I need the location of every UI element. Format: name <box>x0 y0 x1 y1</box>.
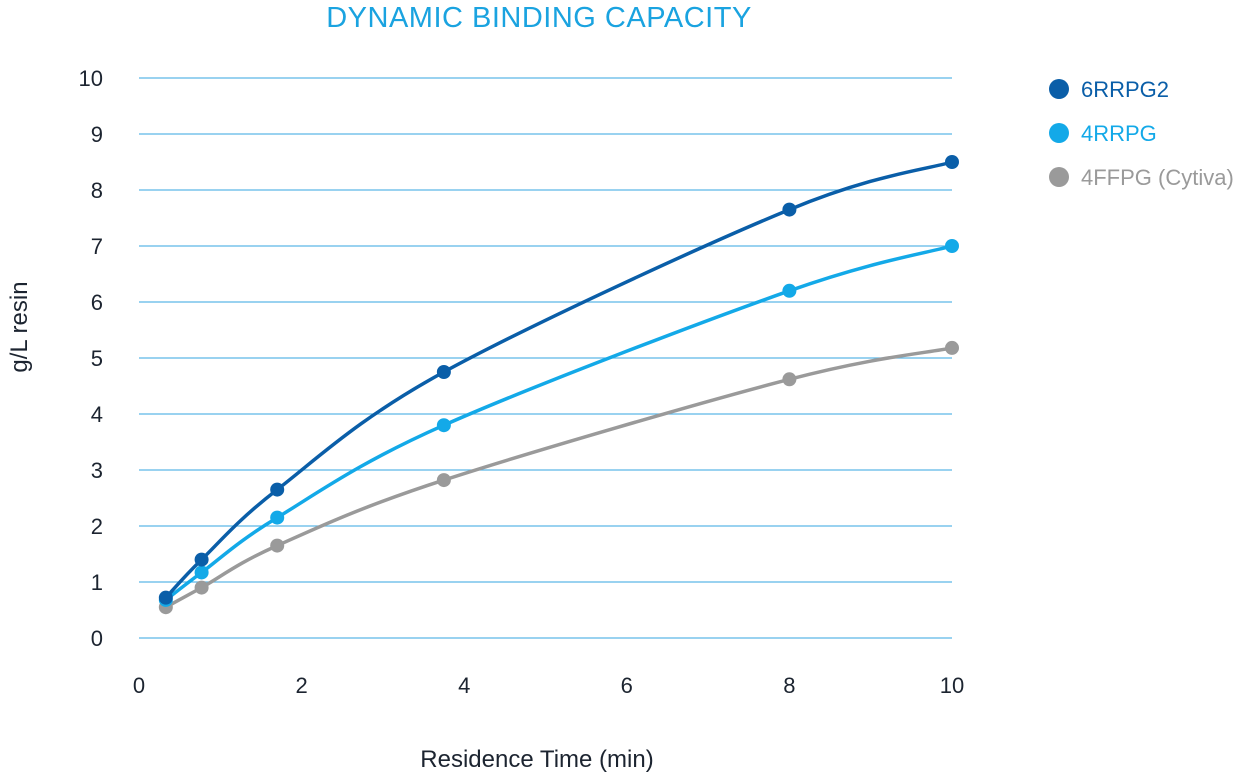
y-tick-label-2: 2 <box>91 514 103 539</box>
x-axis-ticks: 0 2 4 6 8 10 <box>133 673 964 698</box>
x-tick-label-8: 8 <box>783 673 795 698</box>
legend-item-6rrpg2: 6RRPG2 <box>1049 77 1169 102</box>
point-6rrpg2-1 <box>194 552 209 567</box>
y-tick-label-10: 10 <box>79 66 103 91</box>
y-tick-label-8: 8 <box>91 178 103 203</box>
x-tick-label-6: 6 <box>621 673 633 698</box>
x-tick-label-0: 0 <box>133 673 145 698</box>
series-6rrpg2 <box>158 155 959 605</box>
legend-label-4rrpg: 4RRPG <box>1081 121 1157 146</box>
legend-marker-4ffpg-cytiva <box>1049 167 1069 187</box>
point-4ffpg-cytiva-5 <box>945 340 959 355</box>
point-4ffpg-cytiva-1 <box>194 580 209 595</box>
legend-item-4ffpg-cytiva: 4FFPG (Cytiva) <box>1049 165 1234 190</box>
y-tick-label-1: 1 <box>91 570 103 595</box>
legend-label-6rrpg2: 6RRPG2 <box>1081 77 1169 102</box>
y-tick-label-9: 9 <box>91 122 103 147</box>
line-6rrpg2 <box>164 160 954 600</box>
y-tick-label-0: 0 <box>91 626 103 651</box>
y-tick-label-4: 4 <box>91 402 103 427</box>
legend-label-4ffpg-cytiva: 4FFPG (Cytiva) <box>1081 165 1234 190</box>
series-group <box>158 155 959 615</box>
point-4ffpg-cytiva-4 <box>782 372 797 387</box>
point-4ffpg-cytiva-3 <box>436 473 451 488</box>
grid-lines <box>139 77 952 639</box>
legend: 6RRPG2 4RRPG 4FFPG (Cytiva) <box>1049 77 1234 190</box>
x-tick-label-2: 2 <box>295 673 307 698</box>
legend-marker-4rrpg <box>1049 123 1069 143</box>
y-tick-label-7: 7 <box>91 234 103 259</box>
point-6rrpg2-3 <box>436 365 451 379</box>
point-4rrpg-4 <box>782 283 797 298</box>
x-tick-label-10: 10 <box>940 673 964 698</box>
series-4ffpg-cytiva <box>158 340 959 615</box>
point-4rrpg-2 <box>270 510 285 525</box>
y-axis-label: g/L resin <box>6 281 33 372</box>
y-tick-label-6: 6 <box>91 290 103 315</box>
point-4rrpg-5 <box>945 239 959 253</box>
x-tick-label-4: 4 <box>458 673 470 698</box>
point-6rrpg2-2 <box>270 482 285 497</box>
y-axis-ticks: 0 1 2 3 4 5 6 7 8 9 10 <box>79 66 103 651</box>
point-6rrpg2-0 <box>158 590 173 605</box>
chart-title: DYNAMIC BINDING CAPACITY <box>326 2 752 34</box>
y-tick-label-5: 5 <box>91 346 103 371</box>
point-4rrpg-1 <box>194 565 209 580</box>
x-axis-label: Residence Time (min) <box>420 746 653 773</box>
legend-marker-6rrpg2 <box>1049 79 1069 99</box>
point-4rrpg-3 <box>436 418 451 433</box>
point-6rrpg2-5 <box>945 155 959 169</box>
line-4ffpg-cytiva <box>164 346 954 609</box>
y-tick-label-3: 3 <box>91 458 103 483</box>
point-4ffpg-cytiva-2 <box>270 538 285 553</box>
point-6rrpg2-4 <box>782 202 797 217</box>
legend-item-4rrpg: 4RRPG <box>1049 121 1157 146</box>
